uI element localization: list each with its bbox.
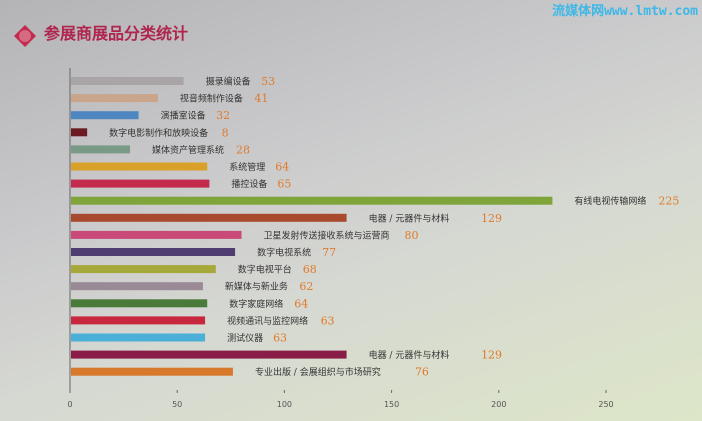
x-tick-label: 0: [67, 400, 72, 409]
bar-value-label: 28: [236, 143, 250, 156]
bar-category-label: 摄录编设备: [206, 76, 251, 88]
bar-category-label: 视音频制作设备: [180, 93, 243, 105]
bar: [71, 213, 347, 222]
bar: [71, 94, 158, 103]
bar-category-label: 新媒体与新业务: [225, 281, 288, 293]
x-tick-label: 200: [491, 400, 506, 409]
x-tick-label: 250: [598, 400, 613, 409]
bar-category-label: 专业出版 / 会展组织与市场研究: [255, 366, 381, 378]
bar: [71, 179, 210, 188]
bar-category-label: 电器 / 元器件与材料: [369, 349, 450, 361]
bar: [71, 77, 184, 85]
page-title: 参展商展品分类统计: [44, 24, 189, 43]
bar: [71, 230, 242, 239]
bar-category-label: 测试仪器: [227, 332, 263, 344]
bar-value-label: 63: [321, 314, 335, 327]
bar-value-label: 32: [216, 109, 230, 122]
bar-category-label: 播控设备: [231, 178, 267, 190]
watermark: 流媒体网www.lmtw.com: [552, 4, 698, 19]
bar-value-label: 65: [277, 178, 291, 191]
bar: [71, 196, 553, 205]
bar: [71, 145, 131, 154]
bar-category-label: 数字家庭网络: [229, 298, 283, 310]
bar-value-label: 63: [273, 332, 287, 345]
bar: [71, 111, 139, 120]
bar-value-label: 64: [275, 161, 289, 174]
bar-value-label: 8: [222, 126, 229, 139]
bar: [71, 248, 236, 256]
bar: [71, 265, 216, 274]
bar: [71, 128, 88, 137]
bar-value-label: 129: [481, 212, 502, 225]
bar: [71, 367, 233, 376]
bar-category-label: 数字电影制作和放映设备: [109, 127, 208, 139]
bar-category-label: 演播室设备: [161, 110, 206, 122]
bar: [71, 333, 206, 342]
bar-value-label: 80: [405, 229, 419, 242]
bar-category-label: 媒体资产管理系统: [152, 144, 224, 156]
bar: [71, 162, 208, 171]
bar-value-label: 62: [299, 280, 313, 293]
bar-value-label: 129: [481, 349, 502, 362]
bar-category-label: 数字电视系统: [257, 247, 311, 259]
bar-category-label: 电器 / 元器件与材料: [369, 212, 450, 224]
bar-value-label: 64: [294, 297, 308, 310]
x-tick-label: 50: [172, 400, 182, 409]
bar-value-label: 53: [261, 75, 275, 88]
bar-category-label: 有线电视传输网络: [574, 195, 646, 207]
bar-value-label: 225: [658, 195, 679, 208]
bar-value-label: 41: [254, 92, 268, 105]
bar: [71, 299, 208, 308]
bar-category-label: 系统管理: [229, 161, 265, 173]
bar-value-label: 76: [415, 366, 429, 379]
bar: [71, 282, 203, 291]
x-tick-label: 100: [277, 400, 292, 409]
bar: [71, 316, 206, 325]
bar: [71, 350, 347, 359]
ccbn-logo-icon: [14, 25, 36, 47]
bar-value-label: 77: [322, 246, 336, 259]
bar-category-label: 数字电视平台: [238, 264, 292, 276]
bar-value-label: 68: [303, 263, 317, 276]
bar-category-label: 卫星发射传送接收系统与运营商: [264, 229, 390, 241]
bar-category-label: 视频通讯与监控网络: [227, 315, 308, 327]
x-tick-label: 150: [384, 400, 399, 409]
